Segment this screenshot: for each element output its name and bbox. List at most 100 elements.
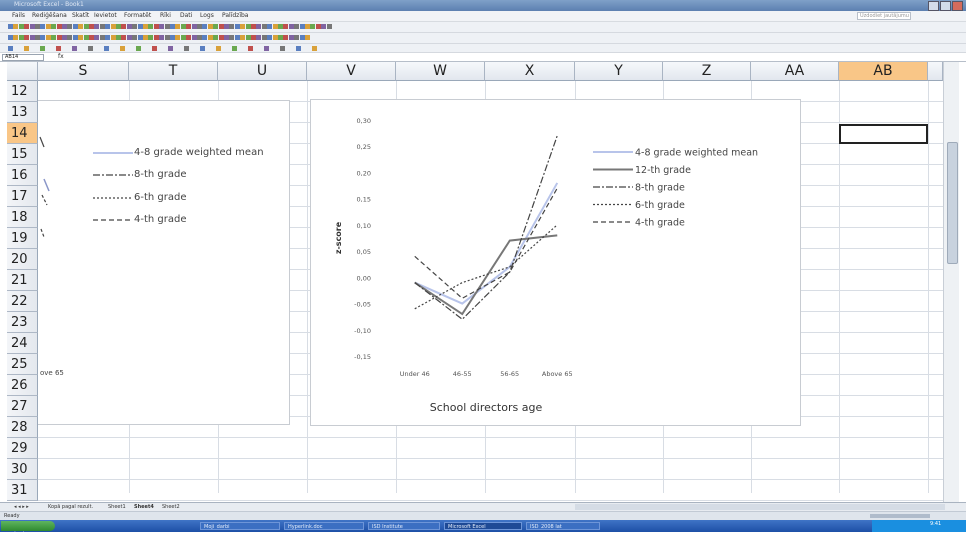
row-header-17[interactable]: 17 (7, 186, 38, 207)
left-chart[interactable]: 4-8 grade weighted mean 8-th grade 6-th … (38, 100, 290, 425)
toolbar-button-icon[interactable] (94, 24, 100, 29)
toolbar-button-icon[interactable] (18, 24, 24, 29)
toolbar-button-icon[interactable] (197, 24, 202, 29)
zoom-slider[interactable] (870, 514, 930, 518)
toolbar-button-icon[interactable] (159, 24, 165, 29)
toolbar-button-icon[interactable] (191, 35, 197, 40)
row-header-19[interactable]: 19 (7, 228, 38, 249)
help-search-input[interactable]: Uzdodiet jautājumu (857, 12, 911, 20)
toolbar-button-icon[interactable] (51, 35, 57, 40)
active-cell-ab14[interactable] (839, 124, 928, 144)
toolbar-button-icon[interactable] (197, 35, 202, 40)
toolbar-button-icon[interactable] (224, 35, 229, 40)
toolbar-button-icon[interactable] (62, 24, 67, 29)
toolbar-button-icon[interactable] (72, 24, 78, 29)
toolbar-button-icon[interactable] (132, 24, 138, 29)
toolbar-button-icon[interactable] (18, 35, 24, 40)
toolbar-button-icon[interactable] (200, 46, 205, 51)
menu-data[interactable]: Dati (180, 12, 193, 19)
vertical-scrollbar[interactable] (943, 62, 959, 502)
toolbar-button-icon[interactable] (110, 24, 116, 29)
toolbar-button-icon[interactable] (256, 35, 262, 40)
toolbar-button-icon[interactable] (13, 35, 19, 40)
menu-view[interactable]: Skatīt (72, 12, 90, 19)
select-all-corner[interactable] (7, 62, 38, 81)
taskbar-task-active[interactable]: Microsoft Excel (444, 522, 522, 530)
row-header-21[interactable]: 21 (7, 270, 38, 291)
toolbar-button-icon[interactable] (110, 35, 116, 40)
toolbar-button-icon[interactable] (8, 24, 13, 29)
minimize-button[interactable] (928, 1, 939, 11)
main-chart[interactable]: 0,30 0,25 0,20 0,15 0,10 0,05 0,00 -0,05 -0,10 -0… (310, 99, 801, 426)
toolbar-button-icon[interactable] (164, 24, 170, 29)
toolbar-button-icon[interactable] (202, 24, 208, 29)
toolbar-button-icon[interactable] (13, 24, 19, 29)
toolbar-button-icon[interactable] (170, 24, 175, 29)
toolbar-button-icon[interactable] (288, 24, 294, 29)
toolbar-button-icon[interactable] (202, 35, 208, 40)
toolbar-button-icon[interactable] (170, 35, 175, 40)
column-header-x[interactable]: X (485, 62, 575, 81)
toolbar-button-icon[interactable] (310, 24, 316, 29)
row-header-24[interactable]: 24 (7, 333, 38, 354)
toolbar-button-icon[interactable] (35, 24, 40, 29)
toolbar-button-icon[interactable] (132, 35, 138, 40)
row-header-22[interactable]: 22 (7, 291, 38, 312)
row-header-18[interactable]: 18 (7, 207, 38, 228)
toolbar-button-icon[interactable] (72, 35, 78, 40)
column-header-ab[interactable]: AB (839, 62, 928, 81)
column-header-y[interactable]: Y (575, 62, 663, 81)
toolbar-button-icon[interactable] (152, 46, 157, 51)
menu-help[interactable]: Palīdzība (222, 12, 249, 19)
toolbar-button-icon[interactable] (116, 24, 121, 29)
toolbar-button-icon[interactable] (312, 46, 317, 51)
toolbar-button-icon[interactable] (78, 24, 84, 29)
toolbar-button-icon[interactable] (89, 35, 94, 40)
row-header-12[interactable]: 12 (7, 81, 38, 102)
column-header-aa[interactable]: AA (751, 62, 839, 81)
toolbar-button-icon[interactable] (267, 24, 273, 29)
toolbar-button-icon[interactable] (116, 35, 121, 40)
start-button[interactable]: start (1, 521, 55, 538)
toolbar-button-icon[interactable] (136, 46, 141, 51)
toolbar-button-icon[interactable] (213, 24, 219, 29)
function-icon[interactable]: fx (58, 53, 64, 60)
row-header-27[interactable]: 27 (7, 396, 38, 417)
taskbar-task[interactable]: Hyperlink.doc (284, 522, 364, 530)
column-header-u[interactable]: U (218, 62, 307, 81)
toolbar-button-icon[interactable] (191, 24, 197, 29)
toolbar-button-icon[interactable] (105, 35, 111, 40)
toolbar-button-icon[interactable] (40, 24, 46, 29)
sheet-tab[interactable]: Kopā pagal rezult. (48, 504, 94, 510)
toolbar-button-icon[interactable] (229, 24, 235, 29)
toolbar-button-icon[interactable] (234, 35, 240, 40)
toolbar-button-icon[interactable] (62, 35, 67, 40)
toolbar-button-icon[interactable] (148, 35, 154, 40)
menu-insert[interactable]: Ievietot (94, 12, 117, 19)
column-header-z[interactable]: Z (663, 62, 751, 81)
column-header-v[interactable]: V (307, 62, 396, 81)
horizontal-scrollbar[interactable] (575, 504, 945, 510)
toolbar-button-icon[interactable] (120, 46, 125, 51)
toolbar-button-icon[interactable] (8, 46, 13, 51)
toolbar-button-icon[interactable] (153, 24, 159, 29)
toolbar-button-icon[interactable] (305, 35, 310, 40)
toolbar-button-icon[interactable] (218, 24, 224, 29)
menu-format[interactable]: Formatēt (124, 12, 152, 19)
toolbar-button-icon[interactable] (126, 24, 132, 29)
taskbar-task[interactable]: ISD Institute (368, 522, 440, 530)
toolbar-button-icon[interactable] (240, 35, 246, 40)
toolbar-button-icon[interactable] (24, 24, 30, 29)
toolbar-button-icon[interactable] (159, 35, 165, 40)
toolbar-button-icon[interactable] (99, 24, 105, 29)
toolbar-button-icon[interactable] (261, 35, 267, 40)
toolbar-button-icon[interactable] (56, 35, 62, 40)
toolbar-button-icon[interactable] (164, 35, 170, 40)
toolbar-button-icon[interactable] (180, 24, 186, 29)
row-header-14[interactable]: 14 (7, 123, 38, 144)
row-header-13[interactable]: 13 (7, 102, 38, 123)
toolbar-button-icon[interactable] (278, 35, 283, 40)
toolbar-button-icon[interactable] (299, 35, 305, 40)
toolbar-button-icon[interactable] (78, 35, 84, 40)
row-header-16[interactable]: 16 (7, 165, 38, 186)
